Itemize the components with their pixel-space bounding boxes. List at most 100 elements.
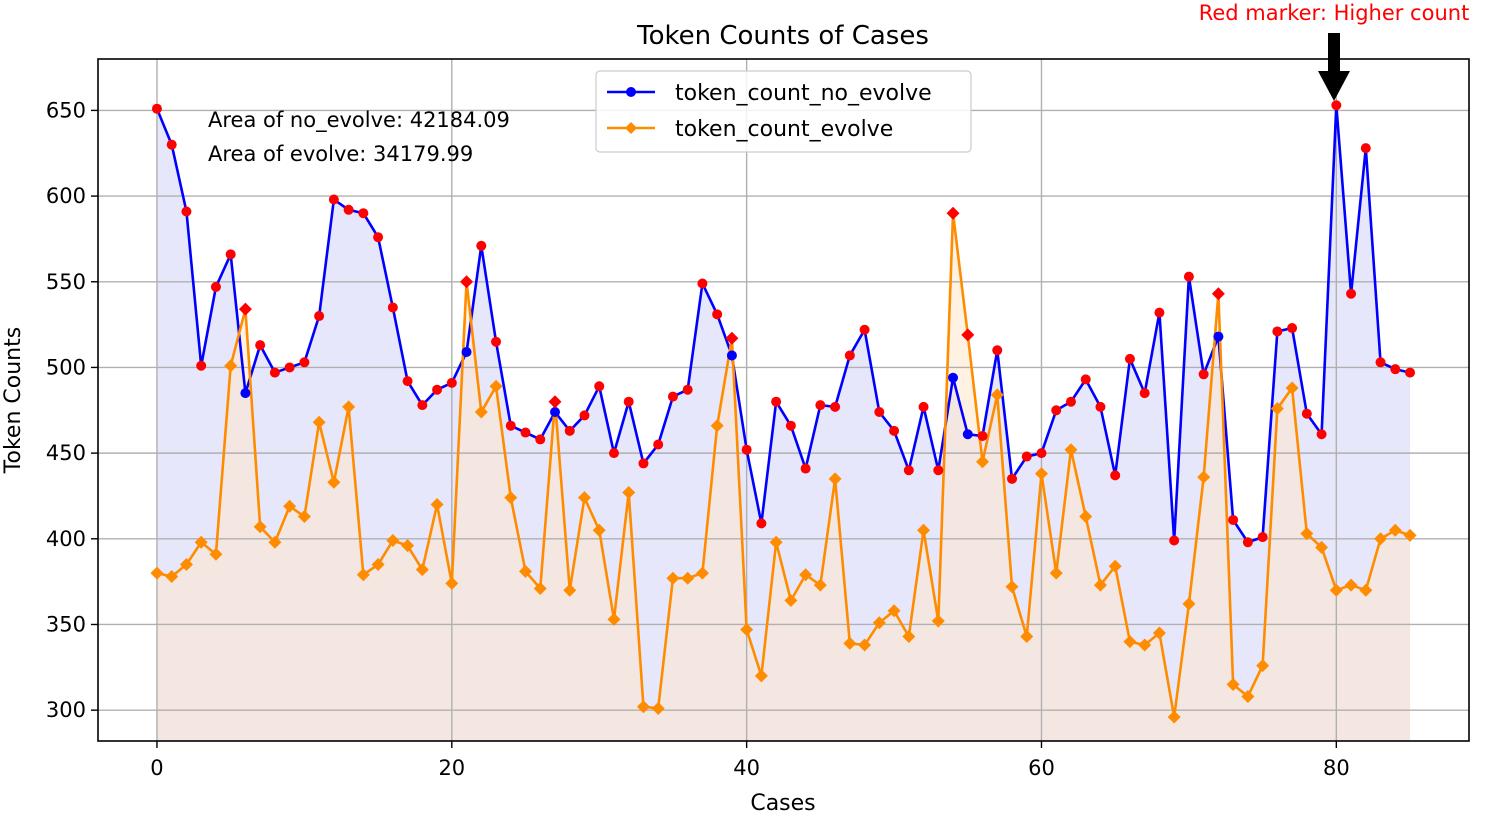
data-point-evolve	[194, 535, 208, 549]
data-point-evolve	[622, 486, 636, 500]
area-no-evolve-annotation: Area of no_evolve: 42184.09	[208, 108, 510, 133]
data-point-no-evolve	[1183, 271, 1194, 282]
data-point-no-evolve	[962, 429, 973, 440]
data-point-no-evolve	[520, 427, 531, 438]
data-point-evolve	[504, 491, 518, 505]
data-point-no-evolve	[667, 391, 678, 402]
series-markers	[150, 100, 1417, 724]
data-point-no-evolve	[1242, 537, 1253, 548]
data-point-evolve	[489, 379, 503, 393]
data-point-no-evolve	[284, 362, 295, 373]
data-point-no-evolve	[432, 384, 443, 395]
data-point-no-evolve	[299, 357, 310, 368]
data-point-evolve	[1182, 597, 1196, 611]
data-point-no-evolve	[992, 345, 1003, 356]
data-point-no-evolve	[476, 240, 487, 251]
data-point-evolve	[342, 400, 356, 414]
data-point-evolve	[843, 636, 857, 650]
data-point-evolve	[1359, 583, 1373, 597]
data-point-no-evolve	[255, 340, 266, 351]
y-tick-label: 600	[46, 184, 86, 208]
plot-frame	[97, 58, 1470, 742]
data-point-evolve	[1285, 381, 1299, 395]
data-point-evolve	[548, 395, 562, 409]
data-point-no-evolve	[1272, 326, 1283, 337]
data-point-evolve	[253, 520, 267, 534]
data-point-evolve	[1108, 559, 1122, 573]
data-point-evolve	[813, 578, 827, 592]
data-point-no-evolve	[314, 311, 325, 322]
data-point-no-evolve	[166, 139, 177, 150]
y-tick-label: 450	[46, 441, 86, 465]
data-point-evolve	[681, 571, 695, 585]
data-point-evolve	[268, 535, 282, 549]
data-point-no-evolve	[564, 425, 575, 436]
data-point-evolve	[725, 331, 739, 345]
data-point-no-evolve	[1169, 535, 1180, 546]
data-point-no-evolve	[889, 425, 900, 436]
data-point-no-evolve	[1228, 514, 1239, 525]
data-point-no-evolve	[196, 360, 207, 371]
data-point-no-evolve	[550, 406, 560, 417]
y-tick-label: 550	[46, 270, 86, 294]
data-point-no-evolve	[1124, 353, 1135, 364]
data-point-no-evolve	[903, 465, 914, 476]
data-point-evolve	[784, 593, 798, 607]
data-point-evolve	[327, 475, 341, 489]
data-point-evolve	[238, 302, 252, 316]
legend-marker-no-evolve	[626, 87, 636, 97]
data-point-evolve	[430, 498, 444, 512]
area-fills	[156, 105, 1411, 742]
data-point-evolve	[769, 535, 783, 549]
data-point-evolve	[828, 472, 842, 486]
data-point-no-evolve	[1257, 532, 1268, 543]
data-point-no-evolve	[608, 448, 619, 459]
data-point-evolve	[1167, 710, 1181, 724]
data-point-no-evolve	[358, 208, 369, 219]
data-point-evolve	[917, 523, 931, 537]
data-point-evolve	[460, 275, 474, 289]
data-point-evolve	[1344, 578, 1358, 592]
y-tick-label: 400	[46, 527, 86, 551]
data-point-evolve	[961, 328, 975, 342]
legend: token_count_no_evolve token_count_evolve	[595, 70, 972, 153]
data-point-evolve	[1005, 580, 1019, 594]
data-point-evolve	[371, 558, 385, 572]
data-point-no-evolve	[1080, 374, 1091, 385]
data-point-no-evolve	[343, 204, 354, 215]
data-point-evolve	[902, 629, 916, 643]
legend-label-evolve: token_count_evolve	[675, 117, 893, 142]
y-tick-label: 650	[46, 98, 86, 122]
data-point-no-evolve	[373, 232, 384, 243]
data-point-no-evolve	[151, 103, 162, 114]
data-point-evolve	[1093, 578, 1107, 592]
data-point-no-evolve	[756, 518, 767, 529]
data-point-evolve	[297, 510, 311, 524]
data-point-no-evolve	[417, 400, 428, 411]
data-point-evolve	[150, 566, 164, 580]
data-point-no-evolve	[210, 281, 221, 292]
data-point-evolve	[1241, 689, 1255, 703]
x-tick-label: 40	[733, 756, 760, 780]
data-point-evolve	[474, 405, 488, 419]
data-point-no-evolve	[1213, 331, 1224, 342]
data-point-no-evolve	[1036, 448, 1047, 459]
data-point-evolve	[1079, 510, 1093, 524]
data-point-evolve	[592, 523, 606, 537]
data-point-evolve	[445, 576, 459, 590]
down-arrow-icon	[1318, 33, 1350, 101]
data-point-evolve	[651, 701, 665, 715]
data-point-no-evolve	[446, 377, 457, 388]
area-fill-evolve	[156, 213, 1411, 742]
data-point-no-evolve	[623, 396, 634, 407]
data-point-evolve	[1300, 527, 1314, 541]
data-point-evolve	[872, 616, 886, 630]
data-point-no-evolve	[1316, 429, 1327, 440]
data-point-no-evolve	[1198, 369, 1209, 380]
data-point-no-evolve	[697, 278, 708, 289]
data-point-no-evolve	[653, 439, 664, 450]
x-tick-label: 80	[1323, 756, 1350, 780]
data-point-no-evolve	[741, 444, 752, 455]
data-point-no-evolve	[1346, 288, 1357, 299]
data-point-no-evolve	[1007, 473, 1017, 484]
